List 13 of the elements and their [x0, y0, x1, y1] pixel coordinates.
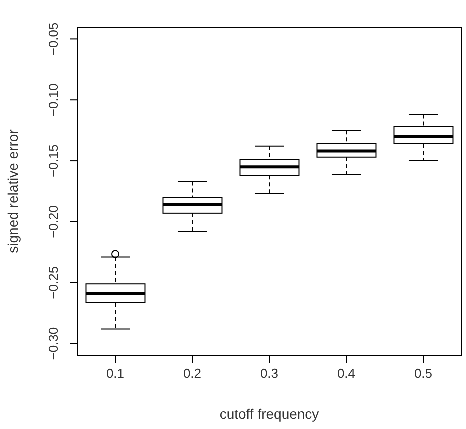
y-axis-title: signed relative error	[5, 129, 21, 254]
y-tick-label: −0.25	[46, 266, 61, 300]
y-tick-label: −0.05	[46, 22, 61, 56]
x-axis-title: cutoff frequency	[220, 406, 320, 422]
x-tick-label: 0.1	[106, 366, 125, 382]
x-tick-label: 0.3	[260, 366, 279, 382]
y-tick-label: −0.30	[46, 327, 61, 360]
x-tick-label: 0.4	[337, 366, 356, 382]
x-tick-label: 0.5	[414, 366, 433, 382]
y-tick-label: −0.10	[46, 84, 61, 117]
y-tick-label: −0.20	[46, 206, 61, 238]
x-tick-label: 0.2	[183, 366, 202, 382]
y-tick-label: −0.15	[46, 144, 61, 178]
